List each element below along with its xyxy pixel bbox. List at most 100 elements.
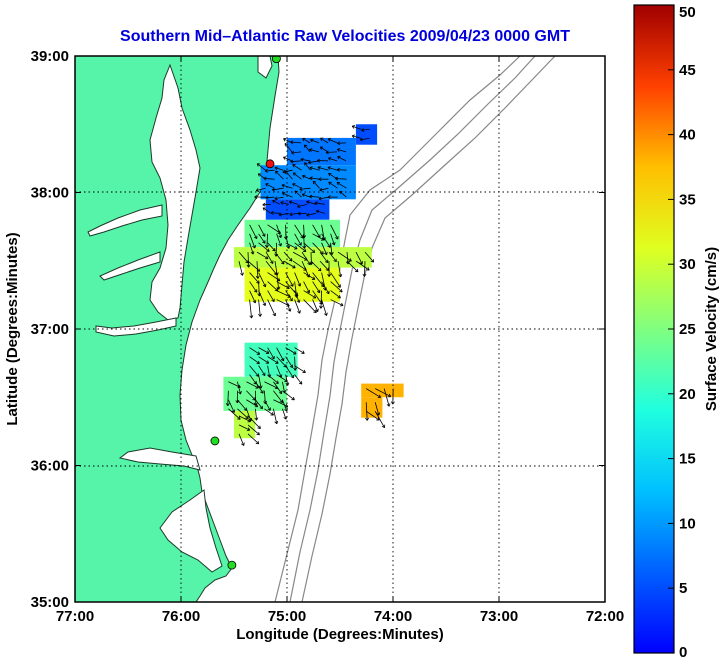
velocity-vector-head	[254, 403, 259, 408]
velocity-vector-head	[281, 183, 285, 188]
velocity-vector-head	[329, 251, 334, 255]
y-axis-ticks: 35:00 36:00 37:00 38:00 39:00	[31, 48, 605, 611]
velocity-vector-head	[319, 187, 323, 192]
velocity-vector	[267, 242, 276, 252]
velocity-vector-head	[320, 137, 324, 142]
velocity-vector-head	[271, 355, 275, 360]
velocity-vector	[292, 183, 302, 189]
velocity-vector	[294, 233, 302, 246]
velocity-vector	[310, 139, 320, 144]
velocity-vector	[238, 251, 249, 264]
velocity-vector	[258, 365, 266, 376]
velocity-vector-head	[285, 382, 290, 386]
velocity-vector	[292, 260, 307, 271]
velocity-vector	[276, 356, 287, 368]
velocity-vector	[365, 388, 381, 398]
velocity-vector	[276, 365, 282, 378]
velocity-vector-head	[283, 156, 287, 160]
velocity-vector	[285, 299, 291, 312]
velocity-vector	[267, 299, 276, 317]
velocity-vector-head	[262, 372, 266, 376]
velocity-vector	[328, 157, 338, 162]
velocity-vector-head	[290, 140, 294, 145]
velocity-vector	[306, 212, 316, 216]
velocity-vector	[312, 180, 320, 189]
velocity-vector-head	[309, 148, 313, 152]
velocity-vector	[265, 251, 274, 264]
velocity-vector	[318, 196, 329, 200]
velocity-vector	[276, 281, 290, 289]
velocity-vector	[258, 290, 266, 306]
velocity-vector-head	[284, 170, 289, 174]
velocity-vector	[303, 299, 317, 313]
velocity-patch	[355, 124, 378, 145]
velocity-vector	[309, 177, 320, 180]
velocity-vector	[237, 399, 248, 411]
velocity-vector-head	[302, 137, 306, 142]
velocity-vector-head	[324, 251, 328, 256]
velocity-vector	[321, 233, 331, 248]
velocity-vector	[274, 251, 285, 265]
velocity-vector	[237, 408, 249, 419]
velocity-vector-head	[253, 235, 258, 240]
velocity-vector-head	[311, 276, 316, 280]
velocity-vector-head	[257, 173, 262, 177]
velocity-vector	[294, 347, 305, 354]
velocity-vector	[327, 138, 338, 144]
velocity-vector-head	[292, 265, 296, 269]
velocity-vector-head	[316, 289, 321, 294]
x-tick-label: 74:00	[374, 608, 412, 625]
velocity-vector-head	[306, 213, 310, 217]
velocity-vector-head	[278, 243, 282, 247]
velocity-vector	[272, 199, 280, 205]
velocity-vector-head	[286, 245, 291, 249]
velocity-vector-head	[310, 138, 314, 143]
velocity-vector	[266, 233, 268, 248]
velocity-vector	[227, 390, 229, 406]
velocity-vector-head	[256, 351, 261, 355]
velocity-vector-head	[275, 170, 279, 175]
velocity-vector	[292, 172, 302, 180]
velocity-vector-head	[274, 420, 279, 425]
velocity-vector	[276, 272, 280, 290]
velocity-vector-head	[262, 240, 266, 244]
velocity-vector-head	[262, 283, 267, 288]
colorbar-ticks: 0 5 10 15 20 25 30 35 40 45 50	[668, 4, 696, 659]
colorbar-tick-label: 30	[679, 256, 696, 273]
radar-site-marker	[210, 436, 220, 446]
velocity-vector-head	[249, 315, 254, 319]
grid-lines	[75, 56, 605, 602]
velocity-vector	[247, 424, 260, 436]
albemarle-sound	[118, 447, 201, 471]
velocity-vector	[328, 251, 337, 262]
x-tick-label: 76:00	[162, 608, 200, 625]
velocity-vector-head	[298, 242, 302, 246]
radar-site-marker	[272, 56, 281, 64]
velocity-vector	[335, 178, 347, 180]
velocity-vector-head	[265, 360, 270, 364]
velocity-vector	[304, 144, 311, 153]
velocity-vector	[247, 415, 261, 429]
velocity-vector	[308, 160, 320, 164]
velocity-vector-head	[327, 273, 332, 277]
velocity-vector-head	[298, 381, 303, 385]
velocity-vector-head	[311, 249, 316, 253]
velocity-vector	[249, 299, 252, 319]
velocity-vector	[302, 138, 311, 144]
velocity-vector	[262, 207, 272, 214]
velocity-vector	[264, 408, 274, 416]
velocity-vector	[273, 381, 283, 394]
velocity-vector	[267, 281, 279, 292]
velocity-vector-head	[328, 172, 332, 177]
velocity-vector	[255, 399, 263, 410]
velocity-vector	[312, 299, 319, 312]
x-axis-ticks: 77:00 76:00 75:00 74:00 73:00 72:00	[56, 56, 624, 625]
velocity-vector	[282, 399, 288, 412]
velocity-vector-head	[317, 267, 322, 272]
velocity-vector-head	[294, 246, 298, 250]
velocity-vector-head	[351, 134, 356, 139]
chesapeake-bay	[149, 63, 201, 321]
velocity-vector	[302, 193, 311, 198]
velocity-vector-head	[319, 305, 323, 309]
velocity-vector-head	[359, 261, 363, 265]
